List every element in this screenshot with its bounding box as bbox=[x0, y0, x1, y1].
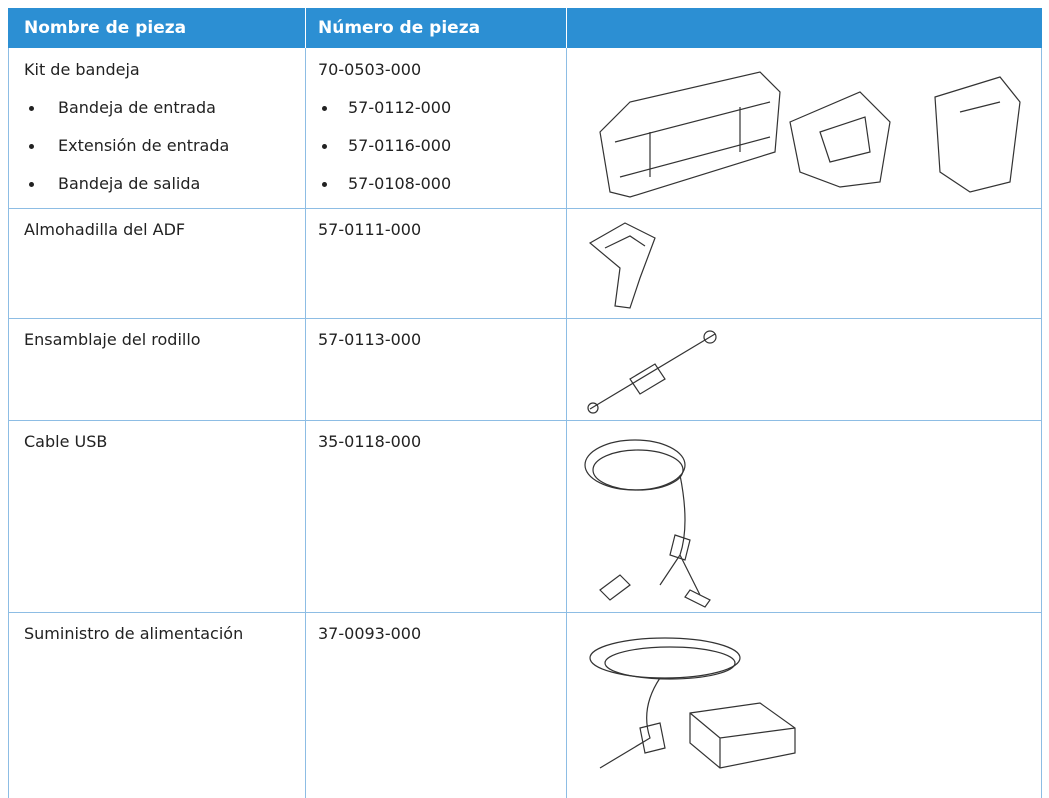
power-supply-image bbox=[589, 637, 796, 769]
header-cell: Número de pieza bbox=[318, 18, 481, 38]
part-number: 37-0093-000 bbox=[318, 624, 422, 643]
bullet bbox=[29, 182, 34, 187]
header-divider bbox=[566, 8, 567, 48]
sub-part-name: Bandeja de entrada bbox=[58, 98, 216, 117]
row-border bbox=[8, 318, 1042, 319]
part-name: Almohadilla del ADF bbox=[24, 220, 186, 239]
sub-part-name: Bandeja de salida bbox=[58, 174, 201, 193]
sub-part-number: 57-0112-000 bbox=[348, 98, 452, 117]
header-divider bbox=[305, 8, 306, 48]
part-name: Ensamblaje del rodillo bbox=[24, 330, 201, 349]
adf-pad-image bbox=[588, 222, 656, 309]
column-border bbox=[305, 48, 306, 798]
bullet bbox=[29, 144, 34, 149]
row-border bbox=[8, 420, 1042, 421]
header-cell: Nombre de pieza bbox=[24, 18, 187, 38]
part-name: Cable USB bbox=[24, 432, 108, 451]
part-number: 57-0113-000 bbox=[318, 330, 422, 349]
tray-kit-image bbox=[599, 71, 1021, 198]
part-number: 35-0118-000 bbox=[318, 432, 422, 451]
column-border bbox=[566, 48, 567, 798]
part-number: 70-0503-000 bbox=[318, 60, 422, 79]
bullet bbox=[322, 106, 327, 111]
part-number: 57-0111-000 bbox=[318, 220, 422, 239]
part-name: Kit de bandeja bbox=[24, 60, 140, 79]
header-bar bbox=[8, 8, 1042, 48]
row-border bbox=[8, 612, 1042, 613]
sub-part-number: 57-0116-000 bbox=[348, 136, 452, 155]
bullet bbox=[322, 144, 327, 149]
usb-cable-image bbox=[584, 439, 711, 608]
sub-part-name: Extensión de entrada bbox=[58, 136, 230, 155]
roller-image bbox=[587, 330, 717, 414]
part-name: Suministro de alimentación bbox=[24, 624, 244, 643]
bullet bbox=[29, 106, 34, 111]
column-border bbox=[1041, 48, 1042, 798]
row-border bbox=[8, 208, 1042, 209]
column-border bbox=[8, 48, 9, 798]
sub-part-number: 57-0108-000 bbox=[348, 174, 452, 193]
bullet bbox=[322, 182, 327, 187]
